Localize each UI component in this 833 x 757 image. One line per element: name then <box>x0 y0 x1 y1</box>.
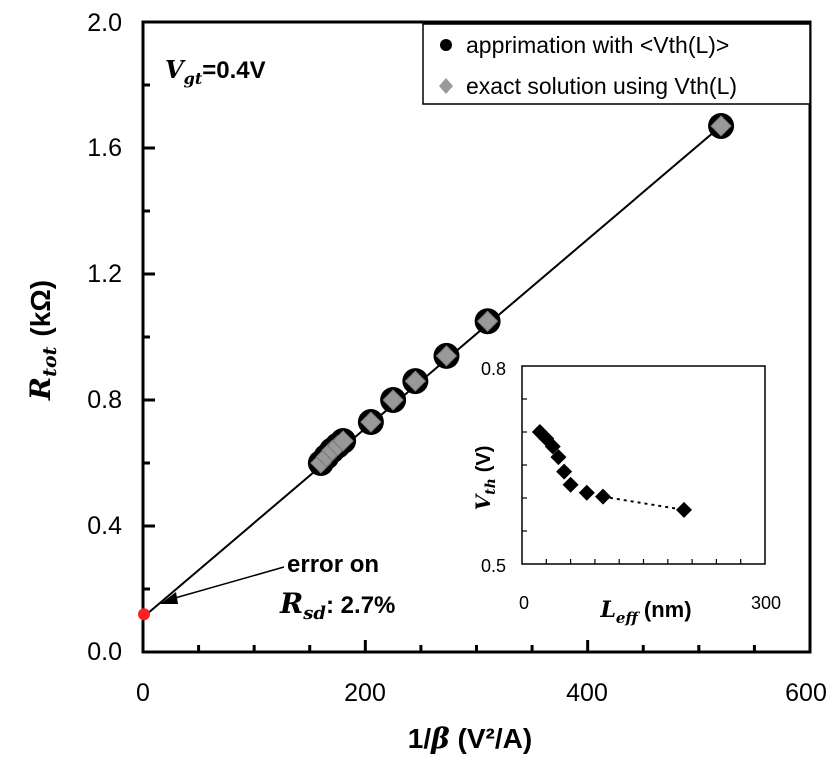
data-point-diamond <box>476 310 499 332</box>
inset-y-tick-label: 0.8 <box>481 359 506 379</box>
inset-x-tick-label: 300 <box>751 593 781 613</box>
inset-data-point <box>676 501 692 518</box>
main-ticks <box>143 83 756 652</box>
data-point-diamond <box>382 389 404 411</box>
legend-label: exact solution using Vth(L) <box>466 73 737 99</box>
inset-data-point <box>562 476 579 493</box>
inset-y-axis-title: Vth(V) <box>471 446 499 511</box>
inset-y-tick-label: 0.5 <box>481 556 506 576</box>
error-arrow-head <box>160 592 178 604</box>
inset-data-point <box>544 438 561 455</box>
inset-ticks <box>522 398 742 564</box>
fit-line <box>142 125 722 619</box>
legend-marker-circle <box>440 39 452 51</box>
x-tick-label: 200 <box>344 679 386 707</box>
inset-data-point <box>556 463 573 480</box>
error-annotation-line2: Rsd: 2.7% <box>279 587 395 624</box>
error-arrow-line <box>167 566 285 601</box>
y-tick-labels: 0.0 0.4 0.8 1.2 1.6 2.0 <box>87 9 122 666</box>
y-tick-label: 1.6 <box>87 134 122 162</box>
data-point-diamond <box>360 411 382 433</box>
y-tick-label: 1.2 <box>87 260 122 288</box>
legend: apprimation with <Vth(L)> exact solution… <box>422 23 811 105</box>
y-axis-title: Rtot(kΩ) <box>24 280 61 401</box>
x-tick-label: 400 <box>566 679 608 707</box>
data-point-diamond <box>710 115 732 137</box>
inset-data-point <box>578 484 595 501</box>
inset-data-point <box>550 449 567 466</box>
legend-box <box>422 23 811 105</box>
intercept-point <box>138 608 150 621</box>
y-tick-label: 0.0 <box>87 638 122 666</box>
y-tick-label: 0.4 <box>87 512 122 540</box>
x-tick-labels: 0 200 400 600 <box>136 679 827 707</box>
vgt-annotation: Vgt=0.4V <box>165 55 266 88</box>
x-axis-title: 1/β (V²/A) <box>408 722 532 755</box>
data-point-diamond <box>404 370 427 392</box>
inset-chart: 0.8 0.5 0 300 Leff (nm) Vth(V) <box>471 359 781 627</box>
main-data <box>138 112 735 621</box>
error-annotation-line1: error on <box>287 551 379 578</box>
inset-frame <box>521 365 766 565</box>
data-point-diamond <box>332 430 354 452</box>
inset-data-point <box>595 488 611 505</box>
y-tick-label: 2.0 <box>87 9 122 37</box>
y-tick-label: 0.8 <box>87 386 122 414</box>
inset-data <box>531 424 692 518</box>
x-tick-label: 0 <box>136 679 150 707</box>
x-tick-label: 600 <box>785 679 827 707</box>
inset-x-axis-title: Leff (nm) <box>599 597 691 627</box>
legend-marker-diamond <box>439 78 453 94</box>
data-point-diamond <box>435 345 458 367</box>
legend-label: apprimation with <Vth(L)> <box>466 32 729 58</box>
inset-x-tick-label: 0 <box>519 593 529 613</box>
